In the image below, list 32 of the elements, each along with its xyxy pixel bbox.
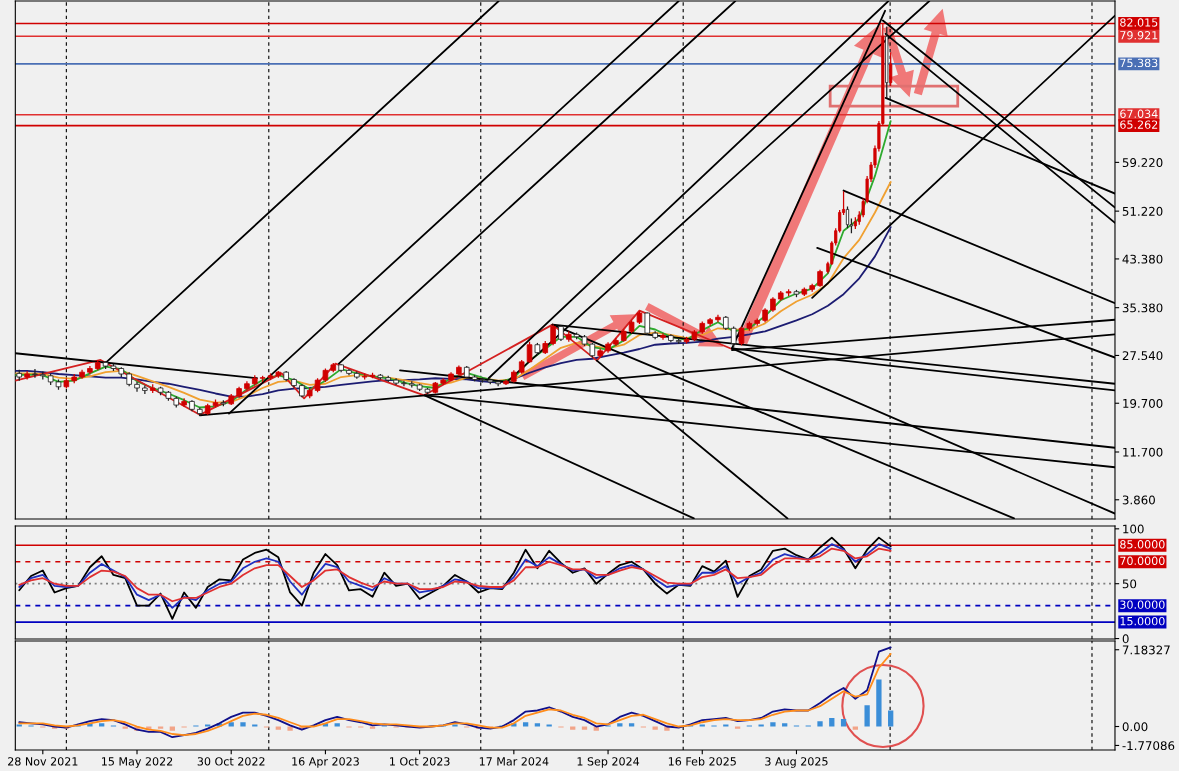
x-tick-label: 1 Sep 2024 xyxy=(577,757,640,768)
y-tick-label: 50 xyxy=(1122,579,1137,589)
x-tick-label: 16 Apr 2023 xyxy=(292,757,359,768)
y-tick-label: 0 xyxy=(1122,634,1129,644)
y-tick-label: 11.700 xyxy=(1123,447,1163,457)
ref-line-label: 67.034 xyxy=(1120,109,1158,118)
ref-line-label: 75.383 xyxy=(1120,58,1158,68)
x-tick-label: 16 Feb 2025 xyxy=(668,756,736,766)
x-tick-label: 28 Nov 2021 xyxy=(8,757,78,766)
ref-line-label: 70.0000 xyxy=(1120,556,1165,565)
x-tick-label: 30 Oct 2022 xyxy=(197,757,265,766)
x-tick-label: 15 May 2022 xyxy=(102,757,173,768)
x-tick-label: 1 Oct 2023 xyxy=(390,757,450,766)
ref-line-label: 79.921 xyxy=(1120,31,1158,40)
y-tick-label: 35.380 xyxy=(1122,303,1163,313)
x-tick-label: 3 Aug 2025 xyxy=(765,757,828,768)
y-tick-label: 51.220 xyxy=(1122,206,1163,216)
y-tick-label: 100 xyxy=(1123,524,1144,534)
ref-line-label: 15.0000 xyxy=(1120,616,1165,626)
ref-line-label: 65.262 xyxy=(1120,120,1158,129)
x-tick-label: 17 Mar 2024 xyxy=(479,757,549,766)
y-tick-label: 0.00 xyxy=(1122,722,1148,732)
ref-line-label: 30.0000 xyxy=(1120,600,1165,609)
y-tick-label: 43.380 xyxy=(1122,254,1163,264)
y-tick-label: 7.18327 xyxy=(1122,645,1170,655)
y-tick-label: 27.540 xyxy=(1122,351,1163,361)
ref-line-label: 85.0000 xyxy=(1120,540,1165,549)
y-tick-label: 19.700 xyxy=(1123,398,1163,408)
ref-line-label: 82.015 xyxy=(1120,18,1158,27)
y-tick-label: 3.860 xyxy=(1122,495,1155,505)
y-tick-label: -1.77086 xyxy=(1122,741,1175,751)
y-tick-label: 59.220 xyxy=(1122,158,1163,168)
